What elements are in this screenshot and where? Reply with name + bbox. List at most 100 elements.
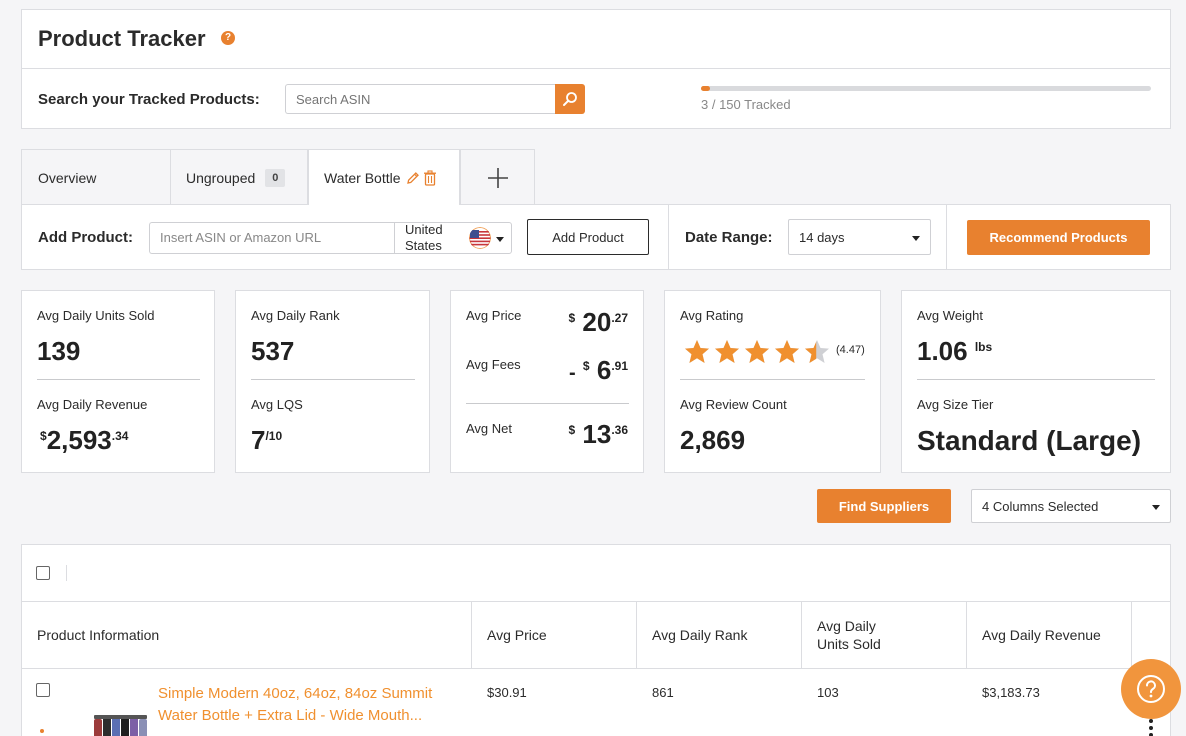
stat-value: - $ 6.91 [569,355,628,386]
stat-label: Avg Weight [917,308,984,323]
date-range-value: 14 days [799,229,845,245]
value-main: 2,593 [46,425,112,455]
divider [466,403,629,404]
cell-avg-daily-rank: 861 [652,685,674,700]
plus-icon [487,167,508,188]
header-label: Product Information [37,627,160,643]
title-line: Water Bottle + Extra Lid - Wide Mouth... [158,707,423,724]
divider [917,379,1155,380]
divider [668,205,669,269]
product-thumbnail[interactable] [92,713,150,736]
select-all-checkbox[interactable] [36,566,50,580]
stat-value: 7/10 [251,425,282,456]
tab-label: Ungrouped [186,169,256,186]
stat-value: $ 13.36 [568,419,628,450]
status-dot [40,729,44,733]
stat-label: Avg Net [466,421,513,436]
value-cents: .34 [111,429,129,443]
columns-select-value: 4 Columns Selected [982,498,1099,514]
cell-avg-daily-units-sold: 103 [817,685,839,700]
tab-label: Overview [38,169,97,186]
us-flag-icon [469,227,491,249]
trash-icon[interactable] [423,169,437,186]
country-line: United [405,222,443,237]
column-header-avg-price[interactable]: Avg Price [472,601,637,669]
header-line: Units Sold [817,636,881,652]
search-input[interactable] [285,84,556,114]
stat-value: Standard (Large) [917,425,1142,456]
value-main: 13 [582,419,612,449]
divider [680,379,865,380]
pencil-icon[interactable] [406,171,420,185]
search-icon [563,92,577,106]
columns-select[interactable]: 4 Columns Selected [971,489,1171,523]
page-title: Product Tracker [38,26,206,51]
stat-value: $ 20.27 [568,307,628,338]
column-header-product-information[interactable]: Product Information [22,601,472,669]
divider [22,668,1170,669]
row-checkbox[interactable] [36,683,50,697]
chevron-down-icon [912,236,920,241]
header-label: Avg Daily Rank [652,627,748,643]
value-main: 6 [596,355,612,385]
asin-input[interactable]: Insert ASIN or Amazon URL [149,222,395,254]
stat-value: 1.06 lbs [917,336,992,367]
chevron-down-icon [1152,505,1160,510]
star-icon [715,340,739,363]
stat-label: Avg Review Count [680,397,787,412]
tracked-progress-bar [701,86,1151,91]
star-icon [805,340,829,363]
product-title-link[interactable]: Simple Modern 40oz, 64oz, 84oz Summit Wa… [158,683,432,727]
value-main: 20 [582,307,612,337]
tab-water-bottle[interactable]: Water Bottle [308,149,460,205]
divider [37,379,200,380]
help-icon[interactable]: ? [221,31,235,45]
column-header-avg-daily-rank[interactable]: Avg Daily Rank [637,601,802,669]
currency-symbol: $ [582,359,590,373]
cell-avg-daily-revenue: $3,183.73 [982,685,1040,700]
find-suppliers-button[interactable]: Find Suppliers [817,489,951,523]
value-cents: .27 [611,311,628,325]
stat-value: $2,593.34 [40,425,128,456]
help-chat-button[interactable] [1121,659,1181,719]
card-rating-reviews: Avg Rating (4.47) Avg Review Count 2,869 [664,290,881,473]
rating-text: (4.47) [836,344,865,356]
count-badge: 0 [265,168,286,187]
chevron-down-icon [496,237,504,242]
tab-add-group[interactable] [460,149,535,205]
stat-label: Avg Rating [680,308,744,323]
more-options-icon[interactable] [1148,717,1154,736]
tab-ungrouped[interactable]: Ungrouped 0 [170,149,308,205]
star-icon [775,340,799,363]
divider [22,601,1170,602]
stat-value: 2,869 [680,425,746,455]
divider [251,379,415,380]
star-icon [745,340,769,363]
header-label: Avg Daily Revenue [982,627,1101,643]
header-label: Avg Daily Units Sold [817,617,881,653]
value-main: 7 [251,425,266,455]
currency-symbol: $ [568,311,576,325]
divider [66,565,67,581]
header-panel: Product Tracker ? Search your Tracked Pr… [21,9,1171,129]
question-icon [1137,675,1165,703]
cell-avg-price: $30.91 [487,685,527,700]
recommend-products-button[interactable]: Recommend Products [967,220,1150,255]
card-rank-lqs: Avg Daily Rank 537 Avg LQS 7/10 [235,290,430,473]
country-select[interactable]: United States [394,222,512,254]
tab-overview[interactable]: Overview [21,149,171,205]
stat-value: 139 [37,336,81,366]
header-label: Avg Price [487,627,547,643]
date-range-label: Date Range: [685,229,773,246]
product-table: Product Information Avg Price Avg Daily … [21,544,1171,736]
search-label: Search your Tracked Products: [38,91,260,108]
add-product-button[interactable]: Add Product [527,219,649,255]
column-header-avg-daily-revenue[interactable]: Avg Daily Revenue [967,601,1132,669]
column-header-avg-daily-units-sold[interactable]: Avg Daily Units Sold [802,601,967,669]
add-product-label: Add Product: [38,229,133,246]
date-range-select[interactable]: 14 days [788,219,931,255]
search-button[interactable] [555,84,585,114]
divider [22,68,1170,69]
star-icon [685,340,709,363]
value-cents: .36 [611,423,628,437]
